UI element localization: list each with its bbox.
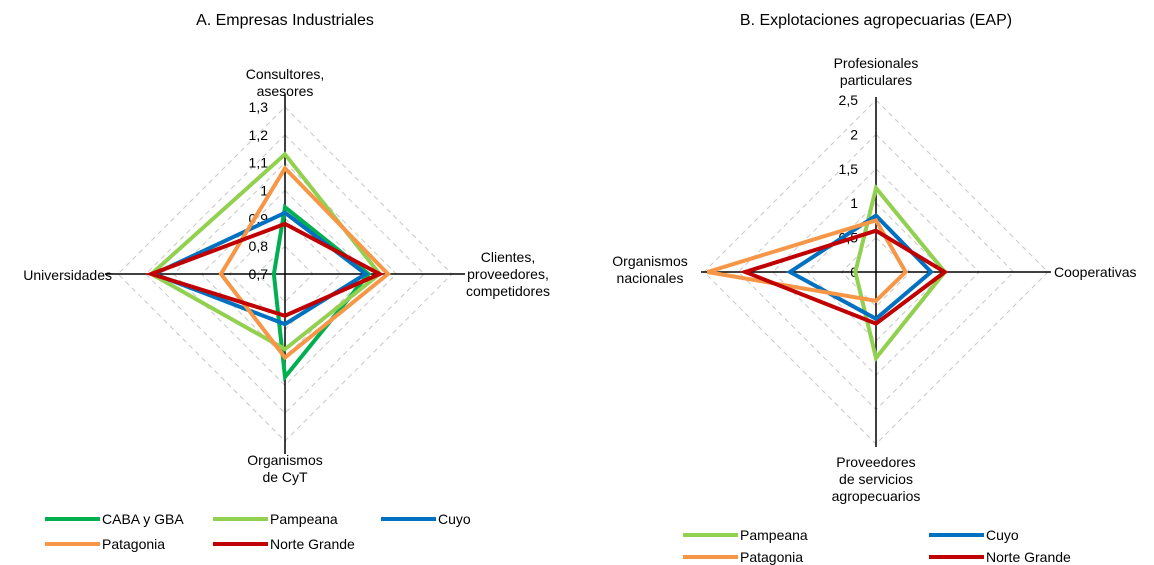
axis-label: Cooperativas (1054, 264, 1137, 280)
axis-label: de CyT (262, 469, 308, 485)
series-line (706, 218, 909, 304)
legend-label: Patagonia (740, 549, 803, 565)
legend-label: Cuyo (438, 511, 471, 527)
legend-label: Norte Grande (270, 536, 355, 552)
grid-ring (840, 236, 912, 308)
legend-label: Pampeana (270, 511, 338, 527)
tick-label: 0,8 (249, 238, 269, 254)
legend-label: Norte Grande (986, 549, 1071, 565)
tick-label: 1,3 (249, 99, 269, 115)
axis-label: Organismos (247, 452, 322, 468)
tick-label: 2,5 (839, 92, 859, 108)
axis-label: Proveedores (836, 454, 915, 470)
tick-label: 2 (850, 126, 858, 142)
axis-label: competidores (466, 283, 550, 299)
chart-title: B. Explotaciones agropecuarias (EAP) (740, 12, 1012, 29)
legend-label: Patagonia (102, 536, 165, 552)
legend-label: CABA y GBA (102, 511, 184, 527)
axis-label: Organismos (612, 253, 687, 269)
tick-label: 1 (850, 195, 858, 211)
tick-label: 1,2 (249, 127, 269, 143)
tick-label: 0,7 (249, 266, 269, 282)
axis-label: Clientes, (481, 249, 535, 265)
axis-label: nacionales (617, 270, 684, 286)
grid-ring (172, 161, 398, 387)
chart-a-industrial-firms: A. Empresas Industriales0,70,80,911,11,2… (23, 12, 550, 552)
chart-title: A. Empresas Industriales (196, 12, 374, 29)
grid-ring (806, 202, 946, 342)
legend-label: Pampeana (740, 527, 808, 543)
axis-label: Consultores, (246, 66, 325, 82)
axis-label: agropecuarios (832, 488, 921, 504)
chart-b-agricultural-holdings: B. Explotaciones agropecuarias (EAP)00,5… (612, 12, 1136, 565)
axis-label: Universidades (23, 267, 112, 283)
series-line (145, 221, 385, 318)
axis-label: particulares (840, 72, 912, 88)
series-line (853, 183, 948, 363)
tick-label: 1 (260, 183, 268, 199)
series-line (739, 228, 949, 326)
tick-label: 1,1 (249, 155, 269, 171)
axis-label: de servicios (839, 471, 913, 487)
axis-label: asesores (257, 83, 314, 99)
legend-label: Cuyo (986, 527, 1019, 543)
axis-label: Profesionales (834, 55, 919, 71)
axis-label: proveedores, (467, 266, 549, 282)
tick-label: 1,5 (839, 161, 859, 177)
